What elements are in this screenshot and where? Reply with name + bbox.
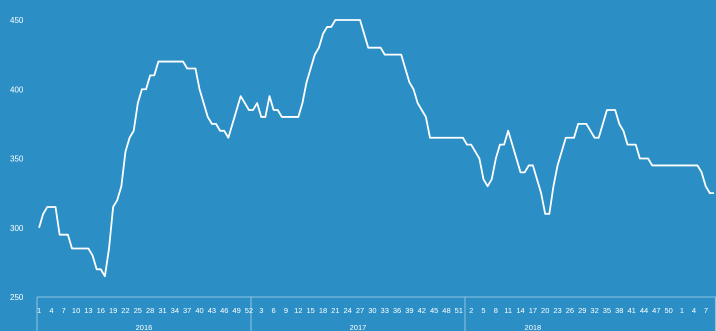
x-tick-label: 1 (680, 306, 684, 315)
x-tick-label: 14 (516, 306, 524, 315)
x-tick-label: 40 (195, 306, 203, 315)
x-tick-label: 17 (529, 306, 537, 315)
x-tick-label: 49 (232, 306, 240, 315)
x-tick-label: 36 (393, 306, 401, 315)
x-tick-label: 41 (627, 306, 635, 315)
x-tick-label: 24 (344, 306, 352, 315)
x-tick-label: 38 (615, 306, 623, 315)
x-tick-label: 32 (590, 306, 598, 315)
x-tick-label: 15 (306, 306, 314, 315)
x-tick-label: 27 (356, 306, 364, 315)
x-tick-label: 4 (692, 306, 696, 315)
x-tick-label: 16 (97, 306, 105, 315)
x-tick-label: 37 (183, 306, 191, 315)
x-tick-label: 39 (405, 306, 413, 315)
x-tick-label: 1 (37, 306, 41, 315)
x-tick-label: 26 (566, 306, 574, 315)
x-tick-label: 20 (541, 306, 549, 315)
x-tick-label: 12 (294, 306, 302, 315)
y-tick-label: 300 (10, 224, 24, 233)
x-tick-label: 46 (220, 306, 228, 315)
x-tick-label: 5 (481, 306, 485, 315)
x-tick-label: 28 (146, 306, 154, 315)
x-tick-label: 22 (121, 306, 129, 315)
x-tick-label: 52 (245, 306, 253, 315)
x-tick-label: 23 (553, 306, 561, 315)
x-tick-label: 43 (208, 306, 216, 315)
x-tick-label: 19 (109, 306, 117, 315)
x-tick-label: 8 (494, 306, 498, 315)
x-tick-label: 11 (504, 306, 512, 315)
y-tick-label: 400 (10, 85, 24, 94)
x-tick-label: 50 (665, 306, 673, 315)
x-tick-label: 10 (72, 306, 80, 315)
x-tick-label: 33 (381, 306, 389, 315)
y-tick-label: 350 (10, 155, 24, 164)
x-tick-label: 31 (158, 306, 166, 315)
x-tick-label: 21 (331, 306, 339, 315)
year-label: 2018 (525, 323, 542, 331)
x-tick-label: 7 (704, 306, 708, 315)
x-tick-label: 9 (284, 306, 288, 315)
x-tick-label: 3 (259, 306, 263, 315)
x-tick-label: 42 (418, 306, 426, 315)
x-tick-label: 13 (84, 306, 92, 315)
x-tick-label: 2 (469, 306, 473, 315)
year-label: 2016 (136, 323, 153, 331)
x-tick-label: 6 (272, 306, 276, 315)
y-tick-label: 450 (10, 16, 24, 25)
x-tick-label: 4 (49, 306, 53, 315)
x-tick-label: 29 (578, 306, 586, 315)
x-tick-label: 7 (62, 306, 66, 315)
x-tick-label: 34 (171, 306, 179, 315)
x-tick-label: 45 (430, 306, 438, 315)
x-tick-label: 35 (603, 306, 611, 315)
year-label: 2017 (350, 323, 367, 331)
x-tick-label: 25 (134, 306, 142, 315)
x-tick-label: 47 (652, 306, 660, 315)
x-tick-label: 30 (368, 306, 376, 315)
series-line (38, 19, 714, 278)
x-tick-label: 18 (319, 306, 327, 315)
x-tick-label: 44 (640, 306, 648, 315)
y-tick-label: 250 (10, 293, 24, 302)
x-tick-label: 48 (442, 306, 450, 315)
x-tick-label: 51 (455, 306, 463, 315)
